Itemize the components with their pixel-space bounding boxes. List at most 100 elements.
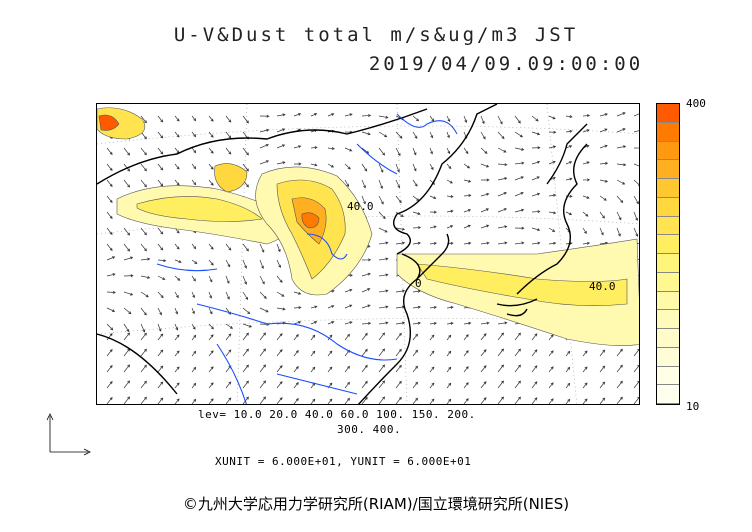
wind-arrow [174,307,179,315]
wind-arrow [548,160,556,165]
wind-arrow [208,350,214,357]
wind-arrow [378,131,388,138]
wind-arrow [429,147,433,155]
wind-arrow [123,323,130,333]
wind-arrow [480,241,490,245]
wind-arrow [616,396,623,404]
wind-arrow [123,396,131,404]
wind-arrow [395,131,403,139]
wind-arrow [378,179,383,190]
wind-arrow [429,350,435,357]
wind-arrow [140,332,147,341]
wind-arrow [208,323,214,330]
wind-arrow [242,348,249,357]
wind-arrow [565,161,573,165]
wind-arrow [548,193,557,197]
wind-arrow [429,305,437,309]
wind-arrow [412,179,418,187]
wind-arrow [225,115,232,123]
wind-arrow [616,348,623,357]
wind-arrow [378,211,386,220]
wind-arrow [140,115,147,124]
wind-arrow [140,307,147,316]
wind-arrow [106,195,113,204]
wind-arrow [531,349,538,357]
wind-arrow [497,321,508,325]
wind-arrow [463,194,472,198]
wind-arrow [310,350,316,357]
wind-arrow [361,380,368,389]
wind-arrow [208,243,214,250]
wind-arrow [157,349,164,357]
wind-arrow [446,209,454,213]
wind-arrow [242,364,249,373]
wind-arrow [497,115,503,125]
wind-arrow [531,365,538,373]
wind-arrow [174,350,180,357]
wind-arrow [208,291,213,299]
wind-arrow [395,396,402,404]
wind-arrow [582,114,591,118]
wind-arrow [293,334,299,341]
wind-arrow [429,163,434,171]
wind-arrow [123,256,134,261]
wind-arrow [310,398,316,404]
wind-arrow [378,147,386,156]
wind-arrow [446,115,451,123]
wind-arrow [191,291,195,299]
wind-arrow [259,291,267,299]
wind-arrow [412,131,418,139]
wind-arrow [106,290,116,294]
wind-arrow [446,382,452,389]
wind-arrow [123,332,131,341]
wind-arrow [106,307,116,312]
wind-arrow [480,349,487,357]
wind-arrow [293,382,299,389]
wind-arrow [463,382,469,389]
wind-arrow [514,176,524,181]
wind-arrow [395,305,406,309]
coastlines [97,104,588,404]
wind-arrow [497,332,504,341]
wind-arrow [412,211,421,215]
wind-arrow [140,291,149,298]
wind-arrow [446,163,452,170]
wind-arrow [531,160,541,165]
wind-arrow [276,243,281,253]
wind-arrow [599,381,606,389]
wind-arrow [616,364,623,373]
wind-arrow [514,115,521,124]
wind-arrow [191,131,197,138]
wind-arrow [259,243,265,253]
wind-arrow [327,366,333,373]
wind-arrow [361,163,368,172]
wind-arrow [174,147,180,154]
wind-arrow [514,131,524,138]
wind-arrow [565,366,571,373]
wind-arrow [582,241,591,245]
wind-arrow [412,397,419,404]
wind-arrow [174,398,180,404]
wind-arrow [412,321,422,325]
wind-arrow [225,397,232,404]
wind-arrow [310,334,316,341]
wind-arrow [293,321,302,325]
wind-arrow [497,131,505,140]
wind-arrow [446,131,450,139]
wind-arrow [123,380,131,389]
wind-arrow [446,179,453,184]
dust-map: 40.0 40.0 0 [96,103,640,405]
wind-arrow [378,273,389,277]
wind-arrow [412,226,422,230]
wind-arrow [395,380,402,389]
wind-arrow [497,380,504,389]
wind-arrow [293,112,302,117]
wind-arrow [344,288,353,293]
wind-arrow [106,348,113,357]
wind-arrow [361,114,372,118]
wind-arrow [276,144,286,149]
wind-arrow [429,321,437,325]
wind-arrow [548,227,556,232]
wind-arrow [157,275,166,280]
wind-arrow [463,224,471,229]
